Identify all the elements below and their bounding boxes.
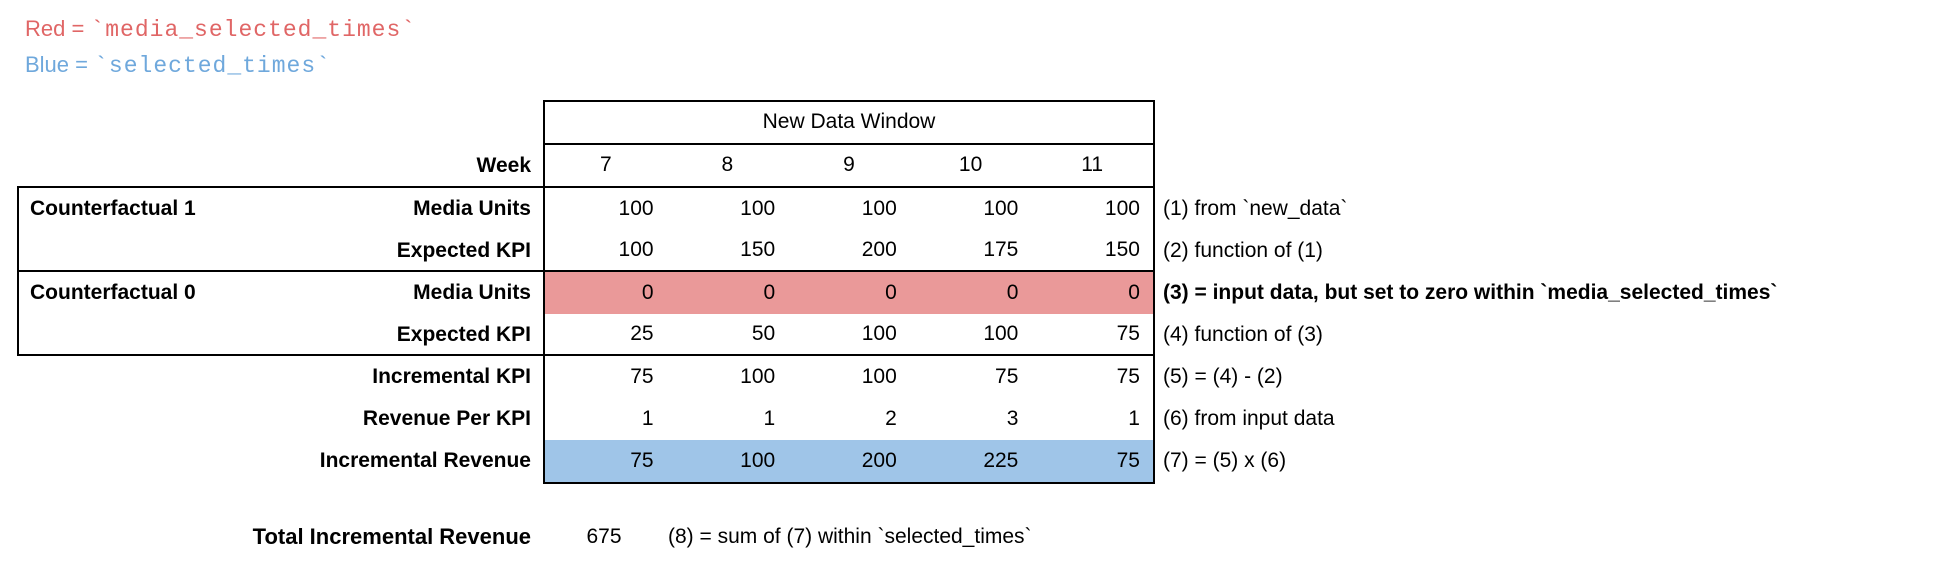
data-cell: 100	[618, 197, 654, 220]
week-cell: 10	[958, 153, 983, 176]
data-cell: 100	[1104, 197, 1140, 220]
data-cell: 100	[861, 322, 897, 345]
data-cell: 75	[630, 365, 654, 388]
table-row-incremental-kpi: 75 100 100 75 75	[545, 356, 1153, 398]
data-cell: 1	[1128, 407, 1140, 430]
annotation-6: (6) from input data	[1163, 407, 1335, 430]
data-cell: 100	[618, 238, 654, 261]
data-cell: 100	[861, 365, 897, 388]
table-row-media-units-cf0-highlighted-red: 0 0 0 0 0	[545, 272, 1153, 314]
data-cell: 75	[1116, 365, 1140, 388]
legend-red-code: `media_selected_times`	[90, 17, 417, 43]
legend-blue-line: Blue = `selected_times`	[25, 52, 331, 79]
row-label-expected-kpi-cf0: Expected KPI	[396, 323, 531, 346]
annotation-1: (1) from `new_data`	[1163, 197, 1348, 220]
data-cell: 75	[630, 449, 654, 472]
week-cell: 8	[721, 153, 734, 176]
data-cell: 0	[1006, 281, 1019, 304]
data-table: New Data Window 7 8 9 10 11 100 100 100 …	[543, 100, 1155, 484]
table-row-revenue-per-kpi: 1 1 2 3 1	[545, 398, 1153, 440]
annotation-8: (8) = sum of (7) within `selected_times`	[668, 525, 1032, 548]
data-cell: 225	[983, 449, 1019, 472]
data-cell: 100	[740, 197, 776, 220]
legend-blue-code: `selected_times`	[94, 53, 331, 79]
row-label-incremental-kpi: Incremental KPI	[372, 365, 531, 388]
data-cell: 75	[1116, 322, 1140, 345]
row-label-expected-kpi-cf1: Expected KPI	[396, 239, 531, 262]
annotation-3: (3) = input data, but set to zero within…	[1163, 281, 1778, 304]
row-label-revenue-per-kpi: Revenue Per KPI	[362, 407, 531, 430]
data-cell: 25	[630, 322, 654, 345]
counterfactual-1-label: Counterfactual 1	[30, 197, 196, 220]
data-cell: 200	[861, 238, 897, 261]
data-cell: 100	[740, 365, 776, 388]
legend-red-label: Red =	[25, 16, 91, 41]
total-incremental-revenue-value: 675	[586, 525, 622, 548]
week-cell: 7	[599, 153, 612, 176]
data-cell: 100	[983, 197, 1019, 220]
total-incremental-revenue-label: Total Incremental Revenue	[252, 524, 531, 549]
table-row-expected-kpi-cf1: 100 150 200 175 150	[545, 230, 1153, 272]
row-label-incremental-revenue: Incremental Revenue	[319, 449, 531, 472]
table-row-media-units-cf1: 100 100 100 100 100	[545, 188, 1153, 230]
table-row-expected-kpi-cf0: 25 50 100 100 75	[545, 314, 1153, 356]
counterfactual-0-label: Counterfactual 0	[30, 281, 196, 304]
data-cell: 75	[995, 365, 1019, 388]
annotation-2: (2) function of (1)	[1163, 239, 1323, 262]
data-cell: 1	[641, 407, 654, 430]
data-cell: 175	[983, 238, 1019, 261]
week-cell: 11	[1081, 153, 1104, 176]
data-cell: 50	[751, 322, 776, 345]
data-cell: 0	[885, 281, 897, 304]
data-cell: 150	[740, 238, 776, 261]
data-cell: 3	[1006, 407, 1019, 430]
row-label-media-units-cf0: Media Units	[413, 281, 531, 304]
annotation-7: (7) = (5) x (6)	[1163, 449, 1287, 472]
data-cell: 0	[1128, 281, 1140, 304]
annotation-5: (5) = (4) - (2)	[1163, 365, 1283, 388]
data-cell: 100	[983, 322, 1019, 345]
annotation-4: (4) function of (3)	[1163, 323, 1323, 346]
row-label-media-units-cf1: Media Units	[413, 197, 531, 220]
week-cell: 9	[843, 153, 855, 176]
data-cell: 0	[763, 281, 776, 304]
table-row-incremental-revenue-highlighted-blue: 75 100 200 225 75	[545, 440, 1153, 482]
data-cell: 200	[861, 449, 897, 472]
week-row: 7 8 9 10 11	[545, 145, 1153, 188]
data-cell: 1	[763, 407, 776, 430]
week-row-label: Week	[476, 154, 531, 177]
data-cell: 100	[861, 197, 897, 220]
legend-blue-label: Blue =	[25, 52, 95, 77]
data-cell: 2	[885, 407, 897, 430]
legend-red-line: Red = `media_selected_times`	[25, 16, 416, 43]
data-cell: 100	[740, 449, 776, 472]
data-cell: 150	[1104, 238, 1140, 261]
table-header: New Data Window	[545, 102, 1153, 145]
data-cell: 75	[1116, 449, 1140, 472]
data-cell: 0	[641, 281, 654, 304]
